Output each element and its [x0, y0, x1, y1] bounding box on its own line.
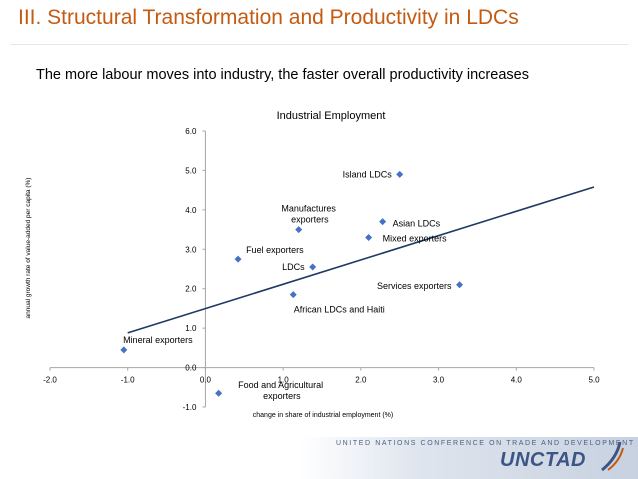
x-tick-label: -2.0: [43, 376, 57, 385]
y-tick-label: -1.0: [183, 403, 197, 412]
data-label: Manufactures exporters: [281, 204, 336, 225]
x-tick-label: -1.0: [121, 376, 135, 385]
y-tick-label: 4.0: [185, 206, 197, 215]
data-point: [309, 263, 317, 271]
data-point: [456, 281, 464, 289]
data-label: LDCs: [282, 262, 305, 272]
data-point: [215, 389, 223, 397]
data-point: [396, 170, 404, 178]
trendline: [127, 186, 595, 334]
chart-title: Industrial Employment: [277, 110, 386, 122]
slide-title: III. Structural Transformation and Produ…: [18, 6, 519, 29]
data-label: African LDCs and Haiti: [294, 305, 385, 315]
data-point: [379, 218, 387, 226]
y-tick-label: 3.0: [185, 245, 197, 254]
data-label: Food and Agricultural exporters: [238, 380, 323, 401]
slide-subtitle: The more labour moves into industry, the…: [36, 67, 529, 83]
y-tick-label: 0.0: [185, 364, 197, 373]
y-tick-label: 6.0: [185, 127, 197, 136]
data-label: Services exporters: [377, 281, 452, 291]
data-point: [365, 233, 373, 241]
data-label: Island LDCs: [343, 169, 393, 179]
x-tick-label: 4.0: [511, 376, 523, 385]
data-label: Asian LDCs: [393, 219, 441, 229]
y-tick-label: 1.0: [185, 324, 197, 333]
data-label: Fuel exporters: [246, 245, 304, 255]
y-axis-label: annual growth rate of value-added per ca…: [25, 178, 32, 319]
data-point: [289, 291, 297, 299]
x-tick-label: 2.0: [355, 376, 367, 385]
x-axis-label: change in share of industrial employment…: [253, 412, 393, 419]
y-tick-label: 5.0: [185, 166, 197, 175]
footer-band: [300, 437, 638, 479]
data-point: [234, 255, 242, 263]
data-point: [295, 226, 303, 234]
footer-conference-name: UNITED NATIONS CONFERENCE ON TRADE AND D…: [336, 440, 635, 447]
x-tick-label: 3.0: [433, 376, 445, 385]
data-label: Mineral exporters: [123, 335, 193, 345]
data-label: Mixed exporters: [383, 233, 448, 243]
data-point: [120, 346, 128, 354]
x-tick-label: 1.0: [278, 376, 290, 385]
title-divider: [10, 44, 628, 45]
unctad-swoosh-icon: [601, 441, 624, 472]
x-tick-label: 0.0: [200, 376, 212, 385]
x-tick-label: 5.0: [588, 376, 600, 385]
y-tick-label: 2.0: [185, 285, 197, 294]
unctad-logo: UNCTAD: [500, 449, 586, 471]
